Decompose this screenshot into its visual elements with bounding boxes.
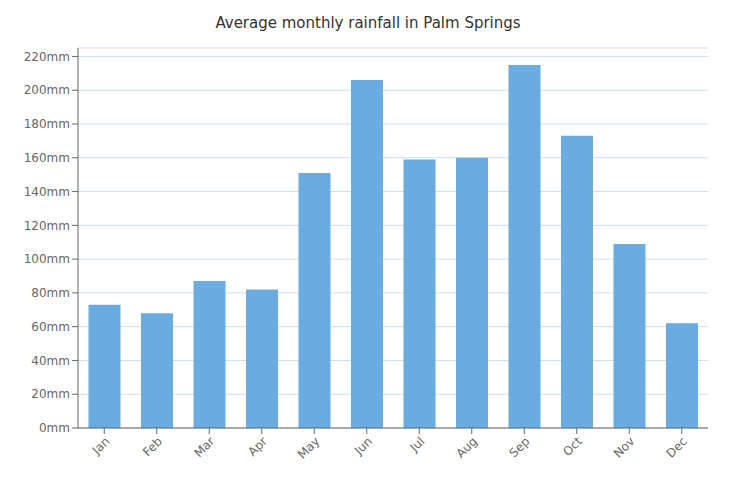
svg-text:120mm: 120mm: [24, 219, 70, 233]
svg-text:100mm: 100mm: [24, 252, 70, 266]
svg-text:Oct: Oct: [560, 434, 585, 459]
svg-text:40mm: 40mm: [31, 354, 70, 368]
svg-text:Mar: Mar: [191, 434, 217, 460]
svg-text:Sep: Sep: [506, 434, 532, 460]
svg-text:Feb: Feb: [140, 434, 165, 459]
svg-text:Jan: Jan: [89, 434, 113, 458]
svg-text:0mm: 0mm: [39, 421, 70, 435]
html-text:Average monthly rainfall in Pa: Average monthly rainfall in Palm Springs: [215, 14, 521, 32]
svg-text:Dec: Dec: [664, 434, 690, 460]
svg-text:180mm: 180mm: [24, 117, 70, 131]
svg-text:Nov: Nov: [611, 434, 637, 460]
svg-text:140mm: 140mm: [24, 185, 70, 199]
svg-text:160mm: 160mm: [24, 151, 70, 165]
svg-text:Aug: Aug: [453, 434, 479, 460]
svg-text:20mm: 20mm: [31, 387, 70, 401]
svg-text:Jul: Jul: [407, 434, 428, 455]
svg-text:60mm: 60mm: [31, 320, 70, 334]
svg-text:Apr: Apr: [245, 434, 270, 459]
svg-text:Jun: Jun: [351, 434, 375, 458]
svg-text:May: May: [295, 434, 322, 461]
svg-text:200mm: 200mm: [24, 83, 70, 97]
svg-text:220mm: 220mm: [24, 50, 70, 64]
svg-text:80mm: 80mm: [31, 286, 70, 300]
